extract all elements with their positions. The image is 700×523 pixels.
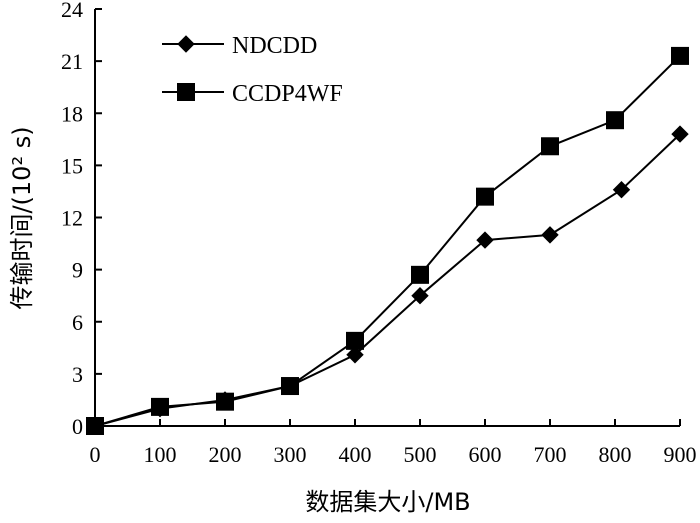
legend-marker-ccdp4wf xyxy=(177,83,195,101)
y-tick-label: 21 xyxy=(61,49,83,74)
series-ndcdd xyxy=(86,125,689,435)
legend-label-ccdp4wf: CCDP4WF xyxy=(232,81,343,107)
data-point-ndcdd xyxy=(346,346,364,364)
x-axis-title: 数据集大小/MB xyxy=(305,488,470,516)
x-tick-label: 200 xyxy=(209,442,242,467)
data-point-ccdp4wf xyxy=(541,137,559,156)
data-point-ccdp4wf xyxy=(606,111,624,130)
data-point-ndcdd xyxy=(671,125,689,143)
data-point-ndcdd xyxy=(411,286,429,305)
y-tick-label: 6 xyxy=(72,310,83,335)
x-tick-label: 0 xyxy=(90,442,101,467)
data-point-ndcdd xyxy=(612,180,631,199)
x-tick-label: 600 xyxy=(469,442,502,467)
legend-item-ndcdd: NDCDD xyxy=(162,33,317,59)
x-tick-label: 900 xyxy=(664,442,697,467)
axes xyxy=(94,9,680,427)
ticks: 0 3 6 9 12 15 18 21 24 0 100 200 300 400 500 600 700 800 9… xyxy=(61,0,697,467)
x-tick-label: 100 xyxy=(144,442,177,467)
legend-label-ndcdd: NDCDD xyxy=(232,33,317,59)
x-tick-label: 400 xyxy=(339,442,372,467)
data-point-ccdp4wf xyxy=(86,417,104,435)
series-line-ccdp4wf xyxy=(94,55,681,427)
data-point-ccdp4wf xyxy=(281,377,299,396)
data-point-ndcdd xyxy=(476,231,494,249)
series-line-ndcdd xyxy=(94,133,681,427)
y-tick-label: 3 xyxy=(72,362,83,387)
data-point-ccdp4wf xyxy=(151,397,169,416)
data-point-ccdp4wf xyxy=(346,331,364,350)
x-tick-label: 500 xyxy=(404,442,437,467)
data-point-ndcdd xyxy=(541,226,559,244)
legend: NDCDD CCDP4WF xyxy=(162,33,343,107)
data-point-ccdp4wf xyxy=(411,265,429,284)
legend-marker-ndcdd xyxy=(177,35,195,53)
y-tick-label: 18 xyxy=(61,101,83,126)
legend-item-ccdp4wf: CCDP4WF xyxy=(162,81,343,107)
y-tick-label: 12 xyxy=(61,206,83,231)
x-tick-label: 300 xyxy=(274,442,307,467)
y-axis-title: 传输时间/(10² s) xyxy=(8,126,36,309)
x-tick-label: 800 xyxy=(599,442,632,467)
x-tick-label: 700 xyxy=(534,442,567,467)
data-point-ccdp4wf xyxy=(671,46,689,65)
y-tick-label: 9 xyxy=(72,258,83,283)
series-layer xyxy=(86,46,689,435)
series-ccdp4wf xyxy=(86,46,689,435)
data-point-ccdp4wf xyxy=(476,187,494,206)
y-tick-label: 24 xyxy=(61,0,83,22)
y-tick-label: 0 xyxy=(72,414,83,439)
data-point-ccdp4wf xyxy=(216,392,234,411)
y-tick-label: 15 xyxy=(61,153,83,178)
